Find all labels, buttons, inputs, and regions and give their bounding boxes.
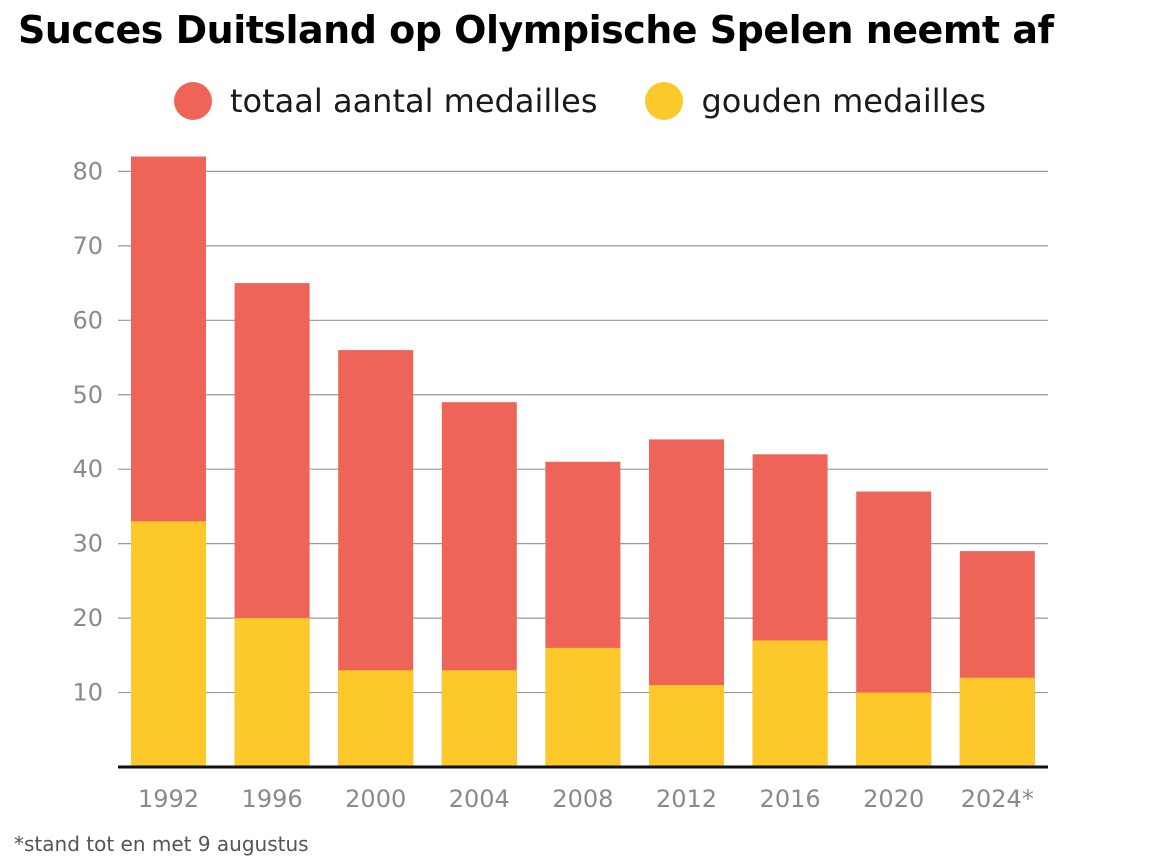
- bar-gold-2004: [441, 670, 517, 767]
- legend-swatch-gold: [645, 82, 684, 120]
- legend-item-gold: gouden medailles: [645, 82, 986, 120]
- y-tick-label-30: 30: [72, 530, 103, 558]
- x-tick-label-2012: 2012: [656, 785, 717, 813]
- legend: totaal aantal medailles gouden medailles: [174, 82, 1034, 120]
- bar-gold-2000: [338, 670, 414, 767]
- legend-label-total: totaal aantal medailles: [230, 82, 598, 120]
- x-tick-label-2000: 2000: [345, 785, 406, 813]
- y-tick-label-60: 60: [72, 306, 103, 334]
- x-tick-label-2004: 2004: [449, 785, 510, 813]
- y-tick-label-50: 50: [72, 381, 103, 409]
- bar-gold-2012: [649, 685, 724, 767]
- y-tick-label-70: 70: [72, 232, 103, 260]
- bar-gold-2008: [545, 647, 621, 767]
- bar-gold-2020: [856, 692, 932, 767]
- x-axis-ticks: 1992 1996 2000 2004 2008 2012 2016 2020 2024*: [138, 785, 1034, 813]
- chart-title: Succes Duitsland op Olympische Spelen ne…: [18, 8, 1054, 52]
- y-tick-label-40: 40: [72, 455, 103, 483]
- y-tick-label-80: 80: [72, 157, 103, 185]
- y-tick-label-20: 20: [72, 604, 103, 632]
- bar-gold-1996: [234, 618, 310, 767]
- x-tick-label-2020: 2020: [863, 785, 924, 813]
- bar-gold-2024: [959, 677, 1035, 767]
- bar-gold-1992: [131, 521, 206, 767]
- x-tick-label-1992: 1992: [138, 785, 199, 813]
- legend-swatch-total: [174, 82, 212, 120]
- bar-gold-2016: [752, 640, 828, 767]
- legend-item-total: totaal aantal medailles: [174, 82, 597, 120]
- bars: [131, 156, 1035, 767]
- footnote: *stand tot en met 9 augustus: [14, 832, 309, 856]
- x-tick-label-2008: 2008: [552, 785, 613, 813]
- y-axis-ticks: 10 20 30 40 50 60 70 80: [72, 157, 103, 706]
- x-tick-label-2016: 2016: [760, 785, 821, 813]
- x-tick-label-2024: 2024*: [961, 785, 1034, 813]
- legend-label-gold: gouden medailles: [701, 82, 986, 120]
- y-tick-label-10: 10: [72, 679, 103, 707]
- x-tick-label-1996: 1996: [242, 785, 303, 813]
